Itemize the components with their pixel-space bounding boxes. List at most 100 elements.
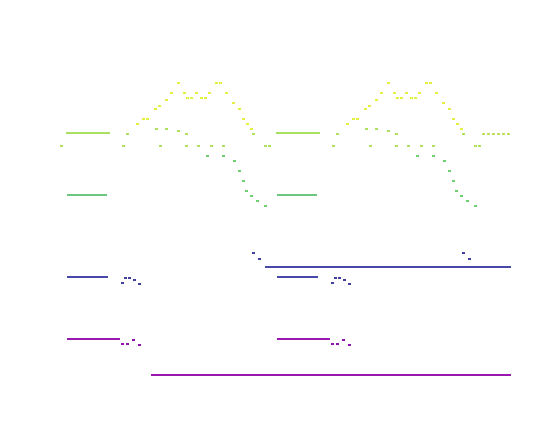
yellow-dot xyxy=(219,82,222,84)
yellow-dot xyxy=(154,108,157,110)
yellow-dot xyxy=(364,108,367,110)
yellow-dot xyxy=(190,97,193,99)
yellow-dot xyxy=(368,105,371,107)
light-green-dot xyxy=(497,133,500,135)
yellow-dot xyxy=(232,102,235,104)
yellow-dot xyxy=(414,97,417,99)
yellow-dot xyxy=(452,118,455,120)
yellow-dot xyxy=(136,123,139,125)
purple-dot xyxy=(342,339,345,341)
purple-dot xyxy=(331,343,334,345)
blue-dot xyxy=(343,279,346,281)
yellow-dot xyxy=(158,105,161,107)
green-dot xyxy=(455,190,458,192)
light-green-dot xyxy=(126,133,129,135)
light-green-dot xyxy=(197,145,200,147)
green-dot xyxy=(245,190,248,192)
yellow-dot xyxy=(238,108,241,110)
light-green-dot xyxy=(507,133,510,135)
light-green-dot xyxy=(165,128,168,130)
yellow-dot xyxy=(204,97,207,99)
light-green-dot xyxy=(462,133,465,135)
light-green-dot xyxy=(387,130,390,132)
yellow-dot xyxy=(246,123,249,125)
green-dot xyxy=(474,205,477,207)
light-green-dot xyxy=(264,145,267,147)
light-green-dot xyxy=(365,128,368,130)
yellow-dot xyxy=(460,128,463,130)
yellow-dot xyxy=(352,118,355,120)
blue-dot xyxy=(121,282,124,284)
light-green-dot xyxy=(222,145,225,147)
green-dot xyxy=(256,200,259,202)
light-green-dot xyxy=(185,145,188,147)
blue-dot xyxy=(133,279,136,281)
yellow-dot xyxy=(410,97,413,99)
light-green-dot xyxy=(474,145,477,147)
light-green-dot xyxy=(252,133,255,135)
light-green-dot xyxy=(122,145,125,147)
light-green-dot xyxy=(177,130,180,132)
yellow-dot xyxy=(165,99,168,101)
yellow-dot xyxy=(405,92,408,94)
light-green-dot xyxy=(407,145,410,147)
yellow-dot xyxy=(418,92,421,94)
light-green-dot xyxy=(420,145,423,147)
blue-dot xyxy=(338,277,341,279)
yellow-dot xyxy=(400,97,403,99)
yellow-dot xyxy=(146,118,149,120)
green-dot xyxy=(206,155,209,157)
light-green-dot xyxy=(375,128,378,130)
blue-dot xyxy=(334,277,337,279)
blue-dot xyxy=(138,283,141,285)
purple-dot xyxy=(336,343,339,345)
blue-dot xyxy=(258,258,261,260)
yellow-dot xyxy=(250,128,253,130)
light-green-dot xyxy=(159,145,162,147)
blue-dot xyxy=(468,258,471,260)
blue-dot xyxy=(252,252,255,254)
light-green-dot xyxy=(492,133,495,135)
blue-dot xyxy=(124,277,127,279)
yellow-dot xyxy=(346,123,349,125)
purple-dot xyxy=(126,343,129,345)
light-green-dot xyxy=(482,133,485,135)
green-dot xyxy=(242,180,245,182)
light-green-dot xyxy=(336,133,339,135)
yellow-dot xyxy=(142,118,145,120)
blue-dot xyxy=(128,277,131,279)
yellow-dot xyxy=(456,123,459,125)
light-green-dot xyxy=(478,145,481,147)
yellow-dot xyxy=(396,97,399,99)
blue-dot xyxy=(462,252,465,254)
yellow-dot xyxy=(242,118,245,120)
yellow-dot xyxy=(200,97,203,99)
light-green-dot xyxy=(432,145,435,147)
green-dot xyxy=(432,155,435,157)
purple-dot xyxy=(138,344,141,346)
yellow-dot xyxy=(375,99,378,101)
yellow-dot xyxy=(225,92,228,94)
green-dot xyxy=(448,170,451,172)
yellow-dot xyxy=(425,82,428,84)
yellow-dot xyxy=(387,82,390,84)
yellow-dot xyxy=(429,82,432,84)
light-green-dot xyxy=(155,128,158,130)
green-dot xyxy=(416,155,419,157)
light-green-dot xyxy=(60,145,63,147)
yellow-dot xyxy=(215,82,218,84)
light-green-dot xyxy=(268,145,271,147)
purple-dot xyxy=(132,339,135,341)
blue-dot xyxy=(348,283,351,285)
green-dot xyxy=(264,205,267,207)
green-dot xyxy=(452,180,455,182)
light-green-dot xyxy=(369,145,372,147)
yellow-dot xyxy=(177,82,180,84)
yellow-dot xyxy=(442,102,445,104)
yellow-dot xyxy=(170,92,173,94)
yellow-dot xyxy=(356,118,359,120)
yellow-dot xyxy=(380,92,383,94)
